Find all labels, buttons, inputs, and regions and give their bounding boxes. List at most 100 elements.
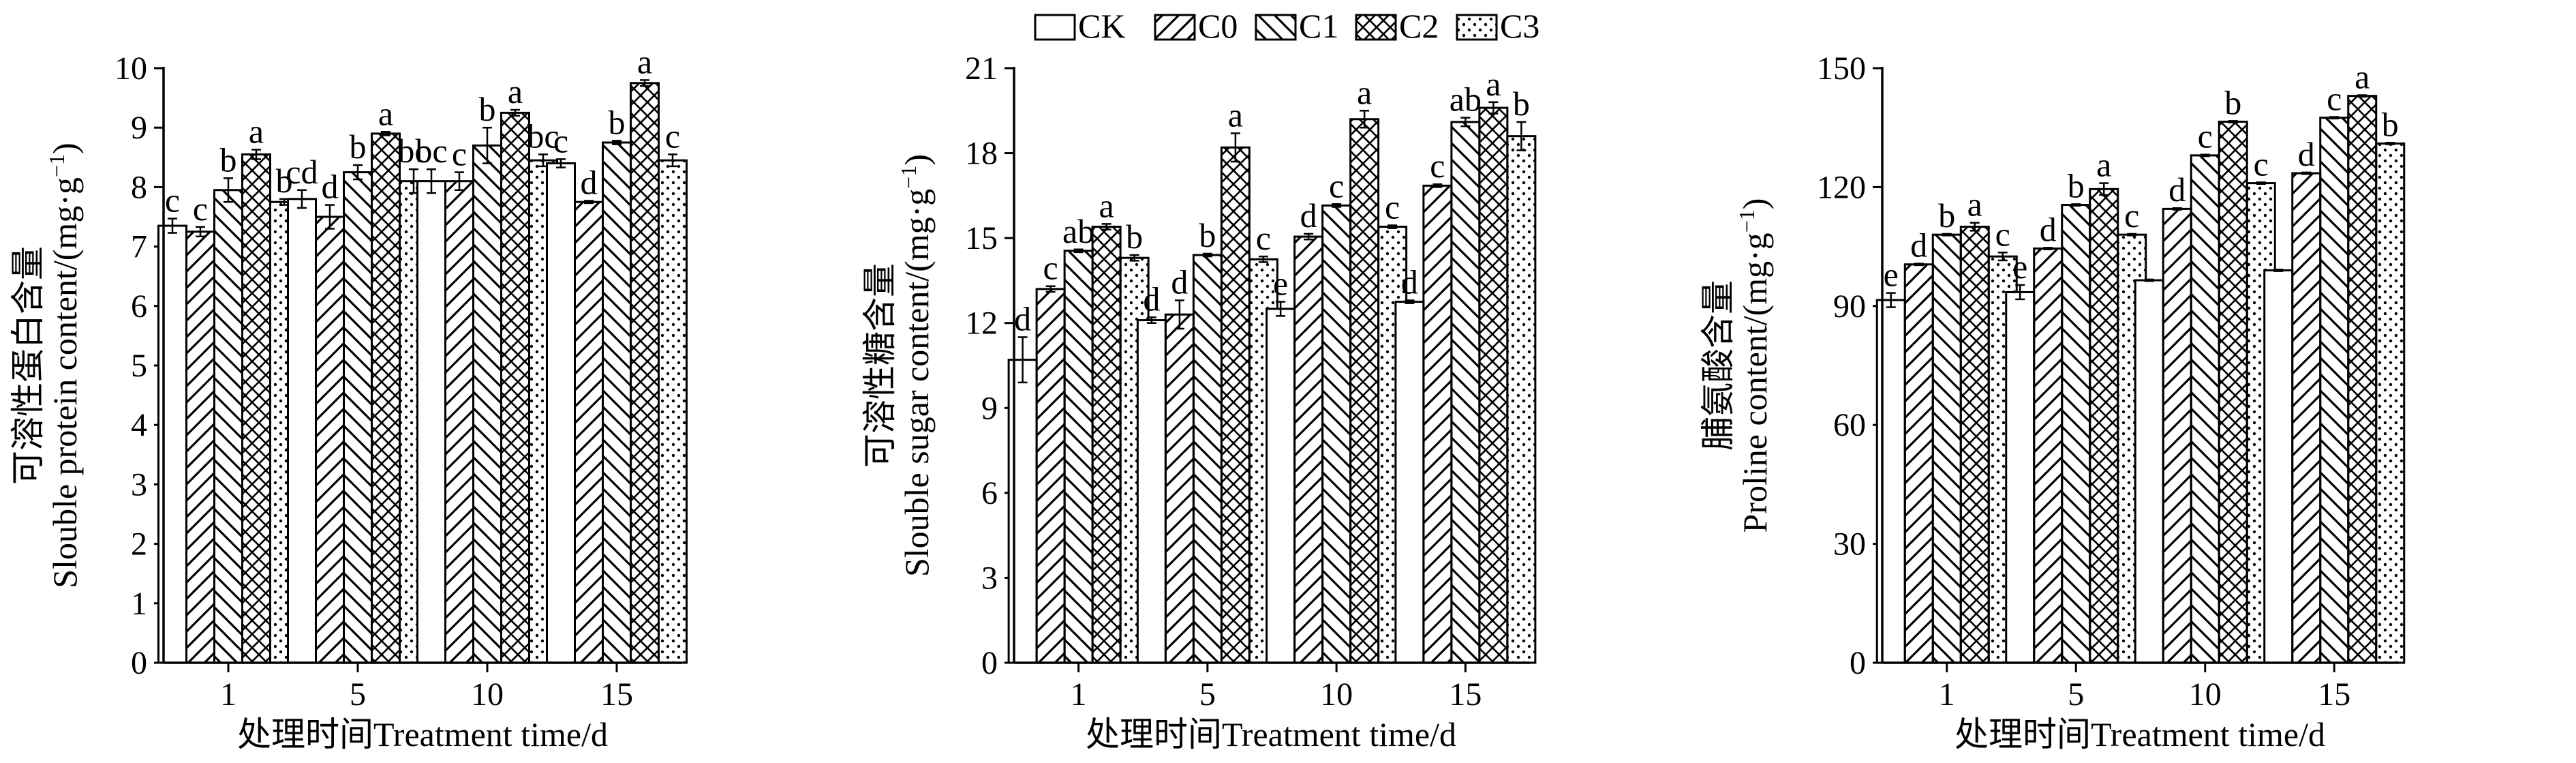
y-tick-label: 6	[981, 475, 998, 511]
legend-swatch-c3	[1456, 14, 1498, 41]
significance-letter-c3: c	[1385, 188, 1400, 226]
bar-c0	[1293, 235, 1324, 664]
bar-c2	[500, 111, 530, 664]
x-tick-label: 1	[1071, 676, 1087, 713]
bar-c0	[2291, 172, 2322, 664]
significance-letter-ck: d	[1401, 263, 1418, 301]
y-tick-label: 18	[965, 136, 998, 172]
x-tick-label: 15	[1449, 676, 1482, 713]
bar-ck	[1136, 319, 1167, 664]
significance-letter-c3: bc	[527, 117, 559, 155]
y-tick-label: 1	[131, 586, 147, 622]
significance-letter-ck: d	[1014, 299, 1031, 338]
significance-letter-c1: b	[609, 103, 626, 141]
y-tick-label: 150	[1817, 50, 1866, 87]
bar-ck	[287, 198, 317, 664]
significance-letter-c0: c	[452, 135, 467, 173]
bar-c1	[472, 144, 502, 664]
bar-c2	[2347, 95, 2378, 664]
significance-letter-ck: bc	[415, 132, 447, 170]
significance-letter-c0: c	[193, 190, 208, 228]
significance-letter-c1: c	[1329, 166, 1344, 205]
bar-ck	[2134, 279, 2164, 664]
significance-letter-c2: a	[508, 72, 523, 110]
x-tick-label: 1	[220, 676, 236, 713]
bar-c0	[1164, 313, 1195, 664]
bar-c1	[2061, 204, 2091, 664]
y-tick-label: 0	[981, 645, 998, 681]
significance-letter-c2: a	[378, 94, 393, 132]
x-axis-label: 处理时间Treatment time/d	[1954, 715, 2325, 753]
bar-c1	[602, 141, 632, 664]
significance-letter-c0: d	[1300, 196, 1317, 235]
bar-ck	[546, 162, 576, 664]
legend: CK C0 C1 C2 C3	[1034, 7, 1539, 45]
significance-letter-ck: d	[1143, 280, 1160, 318]
legend-swatch-c0	[1154, 14, 1196, 41]
significance-letter-c3: b	[2382, 105, 2399, 143]
significance-letter-c0: d	[2168, 170, 2186, 209]
significance-letter-c1: ab	[1062, 212, 1094, 250]
significance-letter-ck: e	[2012, 248, 2027, 286]
bar-c2	[1091, 226, 1122, 664]
y-tick-label: 30	[1833, 526, 1866, 563]
y-tick-label: 8	[131, 169, 147, 205]
x-tick-label: 10	[2189, 676, 2222, 713]
bar-c0	[315, 215, 345, 664]
significance-letter-c3: b	[1126, 218, 1143, 256]
bar-ck	[1266, 308, 1296, 664]
bar-c0	[444, 180, 474, 664]
significance-letter-c0: d	[581, 163, 598, 201]
significance-letter-c2: a	[1486, 65, 1501, 103]
y-tick-label: 5	[131, 348, 147, 384]
significance-letter-c0: c	[1430, 147, 1445, 185]
legend-label-ck: CK	[1078, 7, 1125, 45]
significance-letter-c3: b	[276, 162, 293, 200]
y-tick-label: 6	[131, 288, 147, 325]
bar-c0	[1422, 184, 1453, 664]
x-axis-label: 处理时间Treatment time/d	[1086, 715, 1456, 753]
x-tick-label: 10	[471, 676, 504, 713]
legend-label-c3: C3	[1500, 7, 1539, 45]
bar-c3	[1506, 135, 1537, 664]
legend-label-c1: C1	[1299, 7, 1338, 45]
legend-label-c2: C2	[1399, 7, 1439, 45]
significance-letter-c1: c	[2198, 117, 2213, 155]
significance-letter-c1: b	[1199, 216, 1216, 254]
y-tick-label: 0	[131, 645, 147, 681]
significance-letter-c1: b	[2068, 166, 2085, 205]
bar-c3	[2375, 142, 2406, 664]
bar-c1	[2190, 154, 2220, 664]
y-axis-label-english: Slouble protein content/(mg·g−1)	[44, 143, 84, 588]
significance-letter-c1: b	[1938, 196, 1955, 235]
significance-letter-ck: c	[165, 181, 180, 220]
significance-letter-c1: c	[2327, 80, 2342, 118]
y-tick-label: 120	[1817, 169, 1866, 205]
significance-letter-c3: c	[2254, 145, 2269, 183]
y-tick-label: 3	[131, 466, 147, 503]
significance-letter-c3: c	[2124, 196, 2139, 235]
significance-letter-c1: b	[350, 128, 367, 166]
significance-letter-c1: ab	[1450, 80, 1482, 119]
bar-c2	[1220, 146, 1251, 664]
x-tick-label: 5	[350, 676, 366, 713]
y-tick-label: 12	[965, 305, 998, 342]
significance-letter-c2: b	[2224, 83, 2241, 121]
bar-c1	[343, 171, 373, 664]
significance-letter-c0: d	[2298, 135, 2315, 173]
significance-letter-c2: a	[1357, 73, 1372, 111]
bar-c2	[1478, 106, 1509, 664]
bar-c2	[2218, 120, 2248, 664]
y-tick-label: 2	[131, 526, 147, 563]
y-tick-label: 60	[1833, 407, 1866, 443]
significance-letter-ck: e	[1884, 256, 1899, 294]
bar-c1	[213, 189, 243, 664]
y-axis-label-english: Proline content/(mg·g−1)	[1734, 198, 1774, 533]
y-tick-label: 0	[1850, 645, 1866, 681]
significance-letter-c2: a	[2096, 146, 2111, 184]
legend-swatch-c1	[1255, 14, 1297, 41]
